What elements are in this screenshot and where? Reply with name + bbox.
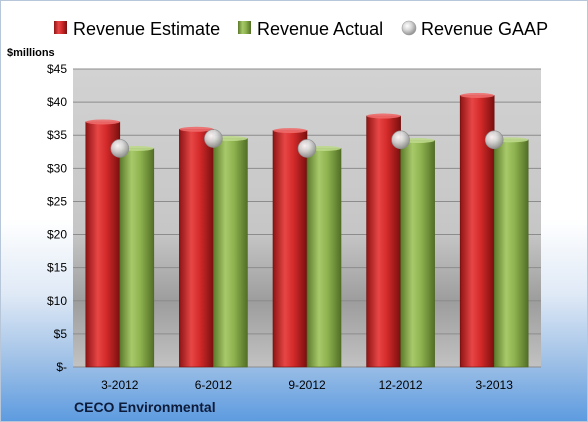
bar-estimate-cap: [366, 113, 401, 119]
x-tick-label: 3-2013: [476, 378, 514, 392]
bar-estimate: [179, 128, 214, 368]
y-tick-label: $40: [47, 95, 67, 109]
y-tick-label: $15: [47, 261, 67, 275]
gaap-marker: [110, 139, 130, 158]
y-tick-label: $45: [47, 62, 67, 76]
y-tick-label: $-: [56, 360, 67, 374]
legend-label-actual: Revenue Actual: [257, 19, 383, 39]
bar-actual: [119, 148, 155, 368]
bar-actual: [306, 148, 342, 368]
y-unit-label: $millions: [7, 47, 55, 59]
gaap-marker: [484, 130, 504, 150]
legend-swatch-estimate: [54, 21, 67, 34]
y-axis-ticks: $- $5 $10 $15 $20 $25 $30 $35 $40 $45: [47, 62, 67, 374]
bar-actual: [213, 138, 248, 368]
legend-item-estimate: Revenue Estimate: [54, 19, 220, 39]
bar-estimate-cap: [460, 92, 495, 98]
gaap-markers: [110, 129, 504, 158]
bars: [85, 92, 529, 368]
x-tick-label: 9-2012: [288, 378, 326, 392]
bar-estimate-cap: [273, 128, 307, 134]
bar-estimate: [366, 115, 401, 368]
bar-estimate: [272, 130, 308, 368]
y-tick-label: $30: [47, 161, 67, 175]
bar-estimate-cap: [179, 126, 214, 132]
bar-actual: [400, 140, 435, 368]
y-tick-label: $25: [47, 194, 67, 208]
legend-marker-gaap: [401, 20, 417, 36]
legend-item-actual: Revenue Actual: [238, 19, 383, 39]
bar-estimate-cap: [85, 119, 120, 125]
y-tick-label: $35: [47, 128, 67, 142]
bar-actual: [493, 139, 529, 368]
y-tick-label: $10: [47, 294, 67, 308]
legend-item-gaap: Revenue GAAP: [401, 19, 548, 39]
gaap-marker: [297, 139, 317, 158]
gaap-marker: [204, 129, 223, 148]
y-tick-label: $20: [47, 228, 67, 242]
x-tick-label: 6-2012: [195, 378, 233, 392]
gaap-marker: [391, 130, 410, 150]
x-axis-ticks: 3-2012 6-2012 9-2012 12-2012 3-2013: [101, 378, 513, 392]
company-name: CECO Environmental: [74, 399, 216, 415]
legend-label-gaap: Revenue GAAP: [421, 19, 548, 39]
x-tick-label: 12-2012: [379, 378, 423, 392]
legend: Revenue Estimate Revenue Actual Revenue …: [54, 19, 548, 39]
y-tick-label: $5: [54, 327, 68, 341]
x-tick-label: 3-2012: [101, 378, 139, 392]
legend-label-estimate: Revenue Estimate: [73, 19, 220, 39]
bar-estimate: [85, 121, 121, 368]
legend-swatch-actual: [238, 21, 251, 34]
